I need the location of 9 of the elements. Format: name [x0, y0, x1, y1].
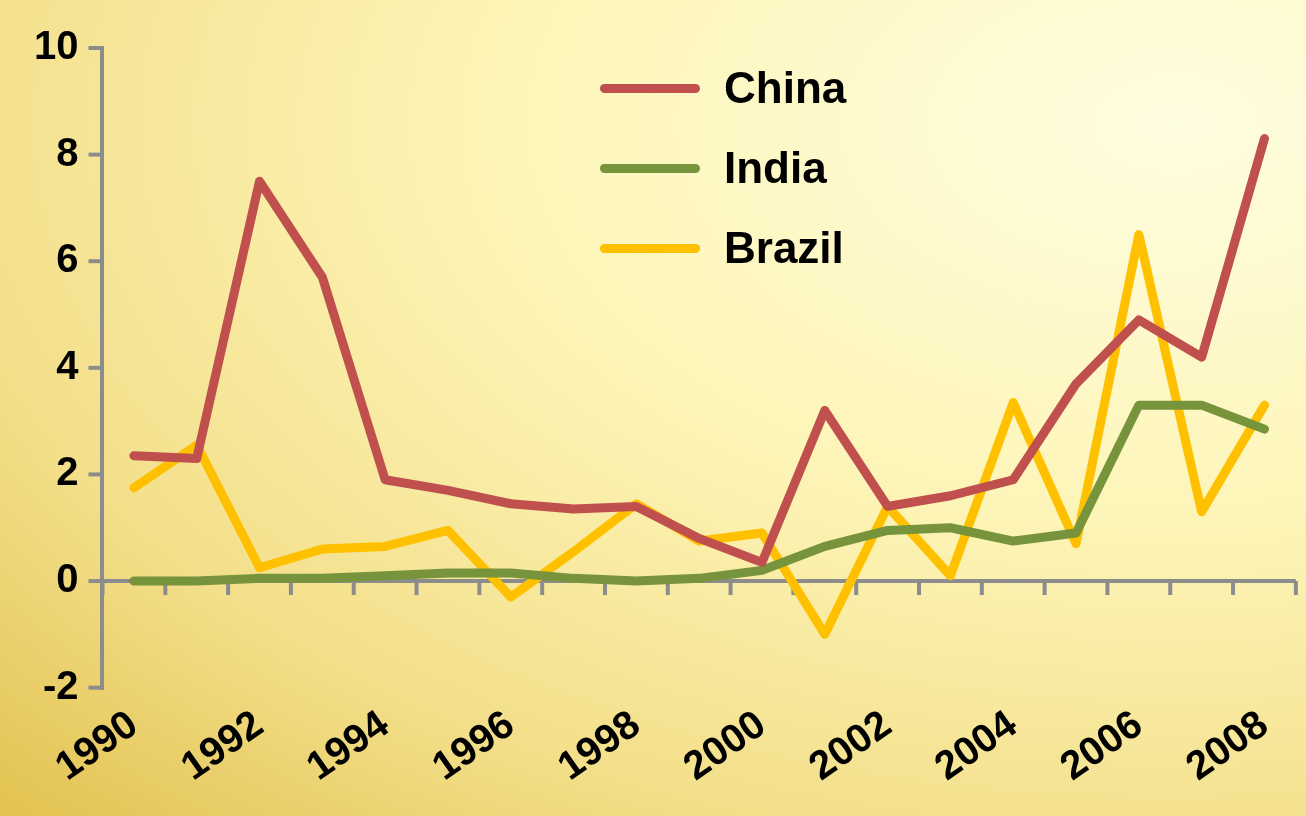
- y-tick-label: 4: [56, 342, 80, 387]
- y-tick-label: 2: [56, 449, 79, 494]
- legend-label: India: [724, 143, 827, 193]
- y-tick-label: 10: [33, 23, 79, 68]
- y-tick-label: 8: [56, 129, 79, 174]
- legend-label: China: [724, 63, 847, 113]
- legend-label: Brazil: [724, 223, 844, 273]
- y-tick-label: 0: [56, 556, 79, 601]
- y-tick-label: 6: [56, 236, 79, 281]
